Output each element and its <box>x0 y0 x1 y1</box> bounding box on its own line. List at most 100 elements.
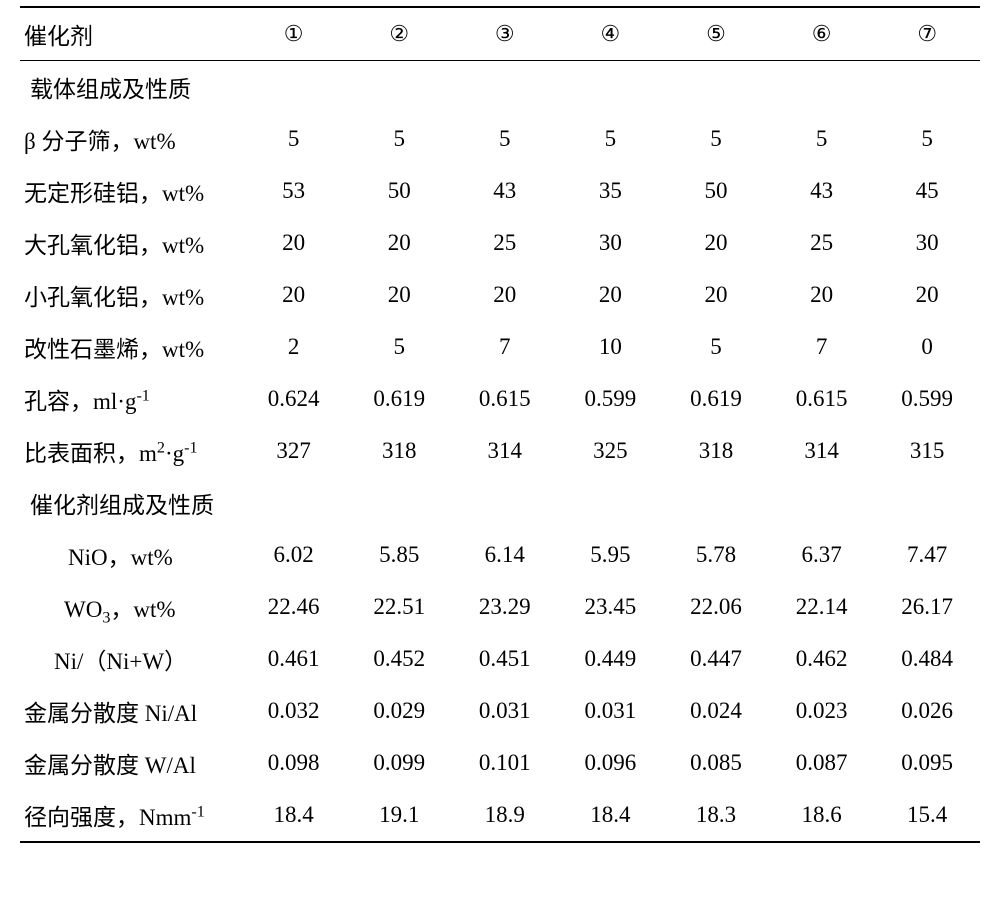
table-body: 载体组成及性质 β 分子筛，wt% 5 5 5 5 5 5 5 无定形硅铝，wt… <box>20 61 980 843</box>
row-label: 小孔氧化铝，wt% <box>20 269 241 321</box>
col-5: ⑤ <box>663 7 769 61</box>
cell: 0.452 <box>346 633 452 685</box>
cell: 20 <box>874 269 980 321</box>
table-row: β 分子筛，wt% 5 5 5 5 5 5 5 <box>20 113 980 165</box>
row-label: 金属分散度 W/Al <box>20 737 241 789</box>
cell: 327 <box>241 425 347 477</box>
cell: 318 <box>663 425 769 477</box>
cell: 50 <box>346 165 452 217</box>
cell: 0.098 <box>241 737 347 789</box>
cell: 314 <box>769 425 875 477</box>
cell: 0.085 <box>663 737 769 789</box>
cell: 0.451 <box>452 633 558 685</box>
cell: 6.02 <box>241 529 347 581</box>
table-row: 金属分散度 W/Al 0.098 0.099 0.101 0.096 0.085… <box>20 737 980 789</box>
row-label: 孔容，ml·g-1 <box>20 373 241 425</box>
cell: 0.032 <box>241 685 347 737</box>
cell: 18.3 <box>663 789 769 842</box>
row-label: 金属分散度 Ni/Al <box>20 685 241 737</box>
cell: 5 <box>769 113 875 165</box>
cell: 0.095 <box>874 737 980 789</box>
cell: 6.37 <box>769 529 875 581</box>
cell: 0.023 <box>769 685 875 737</box>
header-row: 催化剂 ① ② ③ ④ ⑤ ⑥ ⑦ <box>20 7 980 61</box>
cell: 25 <box>452 217 558 269</box>
row-label: 径向强度，Nmm-1 <box>20 789 241 842</box>
cell: 20 <box>452 269 558 321</box>
cell: 2 <box>241 321 347 373</box>
cell: 5 <box>346 113 452 165</box>
row-label: WO3，wt% <box>20 581 241 633</box>
cell: 43 <box>769 165 875 217</box>
cell: 0.461 <box>241 633 347 685</box>
cell: 0.031 <box>558 685 664 737</box>
catalyst-table: 催化剂 ① ② ③ ④ ⑤ ⑥ ⑦ 载体组成及性质 β 分子筛，wt% 5 5 … <box>20 6 980 843</box>
cell: 0.101 <box>452 737 558 789</box>
cell: 20 <box>558 269 664 321</box>
cell: 5 <box>663 113 769 165</box>
cell: 45 <box>874 165 980 217</box>
cell: 18.4 <box>241 789 347 842</box>
cell: 25 <box>769 217 875 269</box>
table-row: 比表面积，m2·g-1 327 318 314 325 318 314 315 <box>20 425 980 477</box>
col-1: ① <box>241 7 347 61</box>
cell: 20 <box>769 269 875 321</box>
cell: 0.619 <box>346 373 452 425</box>
cell: 0.449 <box>558 633 664 685</box>
section-catalyst: 催化剂组成及性质 <box>20 477 980 529</box>
cell: 0.624 <box>241 373 347 425</box>
cell: 6.14 <box>452 529 558 581</box>
cell: 314 <box>452 425 558 477</box>
cell: 0.099 <box>346 737 452 789</box>
cell: 50 <box>663 165 769 217</box>
cell: 0.029 <box>346 685 452 737</box>
cell: 5.95 <box>558 529 664 581</box>
cell: 10 <box>558 321 664 373</box>
cell: 7.47 <box>874 529 980 581</box>
cell: 0.599 <box>558 373 664 425</box>
cell: 30 <box>558 217 664 269</box>
row-label: NiO，wt% <box>20 529 241 581</box>
section-carrier: 载体组成及性质 <box>20 61 980 114</box>
cell: 0.087 <box>769 737 875 789</box>
row-label: 大孔氧化铝，wt% <box>20 217 241 269</box>
row-label: 改性石墨烯，wt% <box>20 321 241 373</box>
row-label: β 分子筛，wt% <box>20 113 241 165</box>
row-label: 比表面积，m2·g-1 <box>20 425 241 477</box>
cell: 7 <box>769 321 875 373</box>
cell: 0.026 <box>874 685 980 737</box>
cell: 22.51 <box>346 581 452 633</box>
cell: 7 <box>452 321 558 373</box>
table-row: NiO，wt% 6.02 5.85 6.14 5.95 5.78 6.37 7.… <box>20 529 980 581</box>
cell: 0.462 <box>769 633 875 685</box>
cell: 325 <box>558 425 664 477</box>
cell: 0.096 <box>558 737 664 789</box>
cell: 0.619 <box>663 373 769 425</box>
col-3: ③ <box>452 7 558 61</box>
cell: 18.4 <box>558 789 664 842</box>
cell: 0.599 <box>874 373 980 425</box>
table-row: 小孔氧化铝，wt% 20 20 20 20 20 20 20 <box>20 269 980 321</box>
cell: 5 <box>874 113 980 165</box>
cell: 5 <box>663 321 769 373</box>
cell: 5 <box>558 113 664 165</box>
col-4: ④ <box>558 7 664 61</box>
cell: 0.447 <box>663 633 769 685</box>
cell: 318 <box>346 425 452 477</box>
cell: 20 <box>346 217 452 269</box>
header-label: 催化剂 <box>20 7 241 61</box>
cell: 0.024 <box>663 685 769 737</box>
cell: 43 <box>452 165 558 217</box>
table-row: 径向强度，Nmm-1 18.4 19.1 18.9 18.4 18.3 18.6… <box>20 789 980 842</box>
cell: 20 <box>663 217 769 269</box>
cell: 19.1 <box>346 789 452 842</box>
cell: 22.14 <box>769 581 875 633</box>
cell: 22.06 <box>663 581 769 633</box>
cell: 20 <box>241 217 347 269</box>
cell: 18.9 <box>452 789 558 842</box>
table-row: 大孔氧化铝，wt% 20 20 25 30 20 25 30 <box>20 217 980 269</box>
cell: 20 <box>346 269 452 321</box>
cell: 53 <box>241 165 347 217</box>
col-6: ⑥ <box>769 7 875 61</box>
cell: 23.29 <box>452 581 558 633</box>
